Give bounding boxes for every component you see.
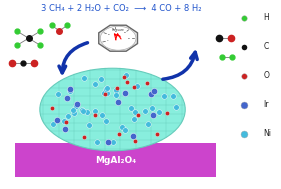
Text: Ir: Ir (264, 100, 269, 109)
Text: O: O (264, 71, 269, 80)
Text: 20: 20 (115, 30, 118, 32)
Polygon shape (99, 25, 137, 51)
Bar (15, 143, 216, 177)
Text: 30: 30 (124, 32, 126, 33)
Circle shape (100, 26, 136, 50)
Text: Pressure: Pressure (112, 29, 124, 33)
Text: MgAl₂O₄: MgAl₂O₄ (95, 156, 136, 165)
Text: Ni: Ni (264, 129, 271, 138)
Text: C: C (264, 42, 269, 51)
Text: 3 CH₄ + 2 H₂O + CO₂  ⟶  4 CO + 8 H₂: 3 CH₄ + 2 H₂O + CO₂ ⟶ 4 CO + 8 H₂ (41, 4, 201, 12)
Ellipse shape (40, 68, 185, 151)
Text: 40: 40 (128, 38, 130, 39)
Text: H: H (264, 13, 269, 22)
Text: 10: 10 (107, 34, 110, 35)
Text: 0: 0 (107, 40, 108, 41)
